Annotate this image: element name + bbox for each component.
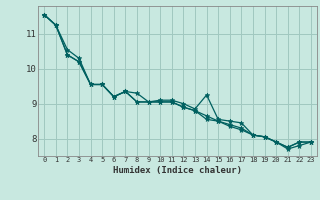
X-axis label: Humidex (Indice chaleur): Humidex (Indice chaleur) (113, 166, 242, 175)
